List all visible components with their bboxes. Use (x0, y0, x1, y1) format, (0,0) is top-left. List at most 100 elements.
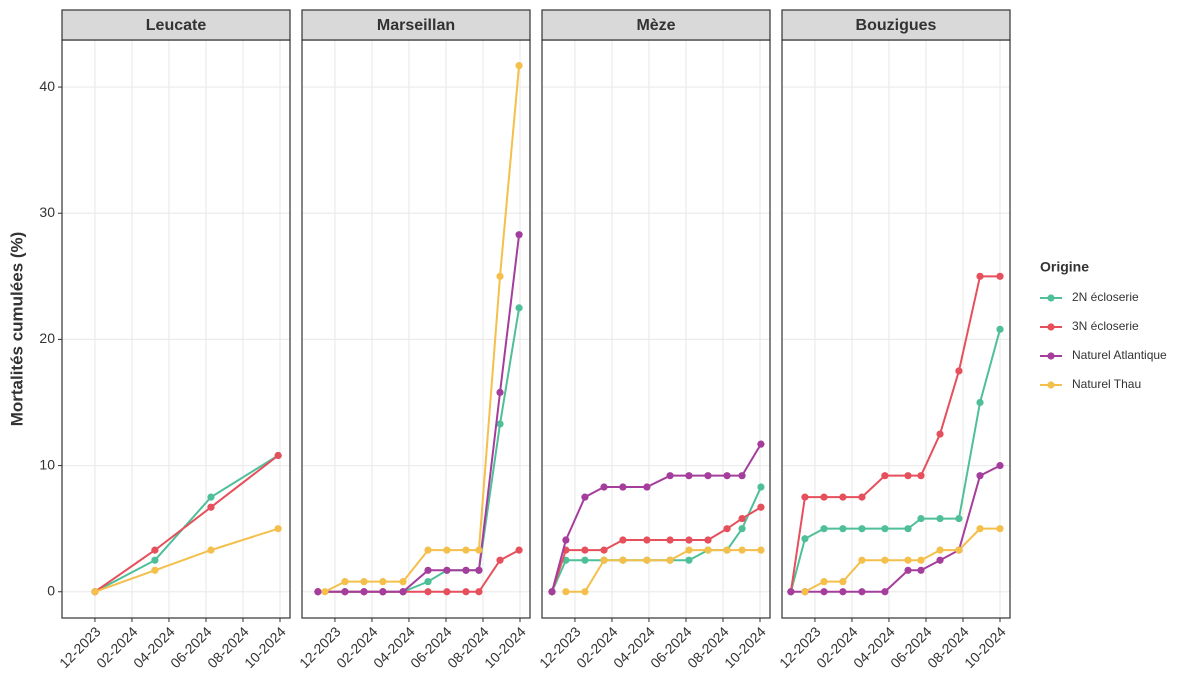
strip-label: Bouzigues (856, 17, 937, 34)
panel-background (782, 40, 1010, 618)
data-point (619, 483, 627, 491)
data-point (723, 546, 731, 554)
data-point (496, 420, 504, 428)
data-point (314, 588, 322, 596)
data-point (881, 472, 889, 480)
data-point (496, 388, 504, 397)
data-point (704, 536, 712, 544)
data-point (858, 588, 866, 596)
data-point (936, 556, 944, 564)
data-point (955, 367, 963, 375)
data-point (976, 525, 984, 533)
data-point (685, 472, 693, 480)
data-point (723, 525, 731, 533)
data-point (91, 588, 99, 596)
data-point (151, 546, 159, 554)
data-point (424, 566, 432, 574)
data-point (704, 472, 712, 480)
data-point (996, 272, 1004, 280)
data-point (619, 556, 627, 564)
data-point (643, 536, 651, 544)
data-point (496, 556, 504, 564)
strip-label: Mèze (636, 17, 675, 34)
data-point (996, 461, 1004, 470)
data-point (424, 546, 432, 554)
data-point (955, 514, 963, 523)
data-point (462, 546, 470, 554)
y-tick-label: 0 (47, 582, 55, 598)
data-point (955, 546, 963, 554)
data-point (399, 578, 407, 586)
data-point (738, 472, 746, 480)
x-tick-label: 10-2024 (481, 623, 529, 671)
x-tick-label: 10-2024 (721, 623, 769, 671)
data-point (757, 503, 765, 511)
legend-label: Naturel Atlantique (1072, 348, 1167, 362)
data-point (801, 588, 809, 596)
data-point (151, 566, 159, 574)
data-point (360, 588, 368, 596)
data-point (685, 536, 693, 544)
data-point (666, 556, 674, 564)
data-point (443, 588, 451, 596)
strip-label: Leucate (146, 17, 207, 34)
data-point (881, 588, 889, 596)
data-point (321, 588, 329, 596)
data-point (757, 546, 765, 554)
data-point (801, 493, 809, 501)
data-point (881, 556, 889, 564)
data-point (858, 493, 866, 501)
data-point (619, 536, 627, 544)
data-point (996, 525, 1004, 533)
data-point (904, 566, 912, 574)
data-point (207, 503, 215, 511)
data-point (996, 325, 1004, 333)
data-point (917, 472, 925, 480)
panel-background (302, 40, 530, 618)
y-axis-title: Mortalités cumulées (%) (7, 232, 26, 427)
legend-swatch-dot (1047, 294, 1055, 302)
data-point (917, 566, 925, 574)
legend-label: Naturel Thau (1072, 377, 1141, 391)
data-point (515, 231, 523, 239)
data-point (787, 588, 795, 596)
data-point (839, 578, 847, 586)
data-point (515, 62, 523, 70)
data-point (904, 556, 912, 564)
data-point (475, 588, 483, 596)
data-point (341, 578, 349, 586)
data-point (581, 588, 589, 596)
data-point (881, 525, 889, 533)
data-point (643, 556, 651, 564)
y-tick-label: 30 (39, 204, 55, 220)
data-point (562, 588, 570, 596)
data-point (917, 556, 925, 564)
legend-swatch-dot (1047, 323, 1055, 331)
data-point (581, 493, 589, 501)
data-point (976, 398, 984, 407)
data-point (151, 556, 159, 564)
data-point (904, 525, 912, 533)
data-point (723, 472, 731, 480)
y-tick-label: 40 (39, 78, 55, 94)
data-point (858, 556, 866, 564)
strip (541, 9, 771, 41)
data-point (600, 556, 608, 564)
data-point (936, 430, 944, 438)
data-point (685, 556, 693, 564)
panel-background (542, 40, 770, 618)
data-point (858, 525, 866, 533)
data-point (581, 556, 589, 564)
data-point (976, 472, 984, 480)
data-point (515, 546, 523, 554)
strip-label: Marseillan (377, 17, 455, 34)
x-tick-label: 10-2024 (241, 623, 289, 671)
legend-title: Origine (1040, 259, 1089, 275)
y-tick-label: 20 (39, 330, 55, 346)
strip (61, 9, 291, 41)
data-point (462, 566, 470, 574)
data-point (424, 588, 432, 596)
data-point (207, 493, 215, 501)
data-point (581, 546, 589, 554)
